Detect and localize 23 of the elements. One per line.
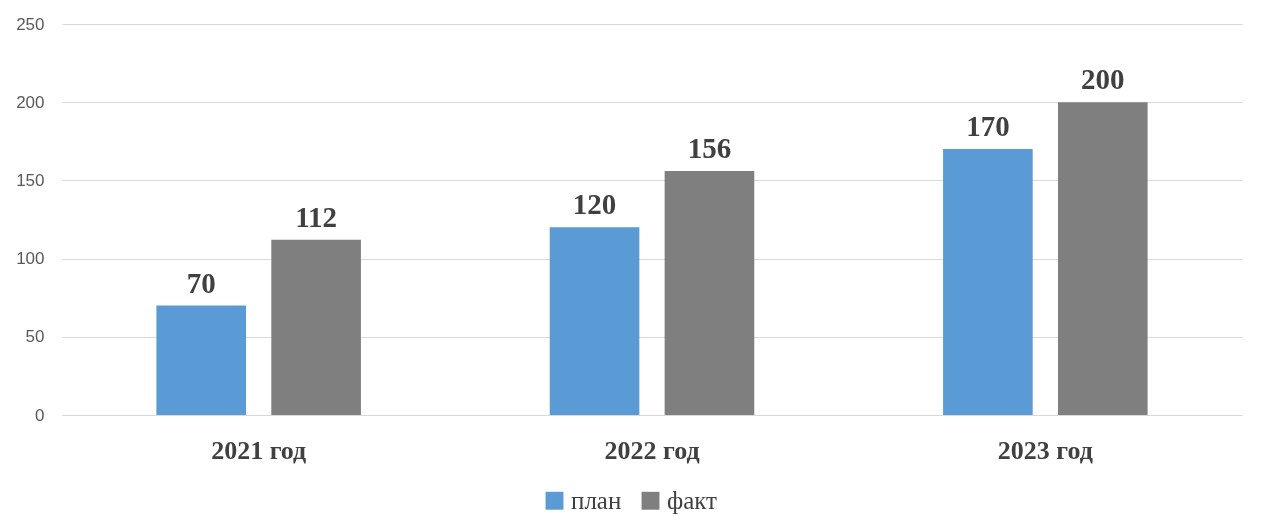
x-tick-label: 2021 год — [211, 435, 307, 465]
y-tick-label: 200 — [16, 92, 45, 112]
data-label: 200 — [1081, 63, 1125, 96]
data-label: 112 — [295, 200, 338, 233]
legend-label: план — [571, 486, 622, 514]
bar — [1057, 102, 1148, 415]
data-label: 170 — [966, 110, 1010, 143]
bar — [271, 239, 361, 415]
y-tick-label: 100 — [16, 249, 45, 269]
x-tick-label: 2023 год — [997, 435, 1093, 465]
y-tick-label: 50 — [25, 327, 45, 347]
y-tick-label: 0 — [35, 405, 45, 425]
data-label: 120 — [572, 188, 617, 221]
legend-label: факт — [667, 486, 718, 514]
bar — [549, 227, 640, 415]
y-tick-label: 250 — [16, 14, 45, 34]
bar — [943, 149, 1033, 415]
data-label: 70 — [186, 266, 216, 299]
x-tick-label: 2022 год — [604, 435, 700, 465]
bar — [156, 305, 247, 415]
bar — [664, 171, 755, 415]
data-label: 156 — [687, 132, 732, 165]
y-tick-label: 150 — [16, 170, 45, 190]
